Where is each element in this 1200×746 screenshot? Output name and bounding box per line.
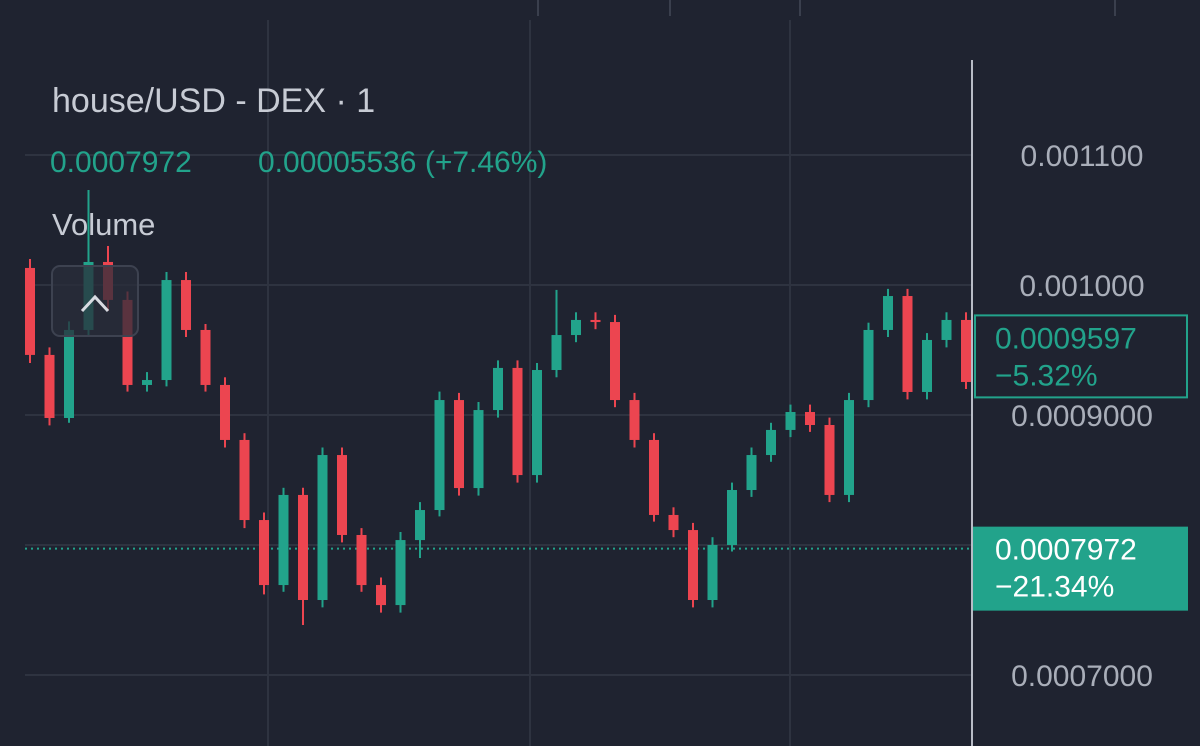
candle-body <box>610 322 620 401</box>
candle-body <box>239 439 250 521</box>
candle-body <box>122 299 133 385</box>
candle-body <box>356 534 367 586</box>
candle-body <box>532 370 542 476</box>
candle-body <box>785 412 796 430</box>
price-label-change: −5.32% <box>995 359 1098 392</box>
candle-body <box>688 530 698 600</box>
candle-body <box>64 329 74 418</box>
candle-body <box>415 510 425 541</box>
candle-body <box>863 329 874 401</box>
candle-body <box>668 514 679 531</box>
candle-body <box>317 455 328 600</box>
y-tick-label: 0.001000 <box>1019 270 1144 303</box>
candle-body <box>571 319 581 336</box>
candle-body <box>473 410 484 489</box>
candle-body <box>961 319 971 382</box>
candle-body <box>298 494 308 600</box>
candle-body <box>395 540 406 606</box>
candle-body <box>181 280 191 330</box>
candle-body <box>551 335 562 371</box>
price-change: 0.00005536 (+7.46%) <box>258 146 547 179</box>
candle-body <box>512 367 523 476</box>
candle-body <box>590 319 601 323</box>
collapse-button[interactable] <box>51 265 139 337</box>
candle-body <box>25 267 35 355</box>
candle-body <box>707 545 718 600</box>
y-tick-label: 0.001100 <box>1021 140 1144 173</box>
price-label-box <box>974 314 1188 399</box>
candle-body <box>44 354 55 418</box>
candle-body <box>220 384 230 440</box>
candle-body <box>376 585 386 606</box>
candle-body <box>902 296 913 392</box>
indicator-name: Volume <box>52 207 155 242</box>
candle-body <box>922 339 932 392</box>
toolbar-separators <box>537 0 1116 16</box>
candle-body <box>824 425 835 495</box>
candle-body <box>259 520 269 586</box>
symbol-title: house/USD - DEX · 1 <box>52 82 375 120</box>
candle-body <box>629 400 640 440</box>
candle-body <box>766 429 776 456</box>
candle-body <box>142 380 152 385</box>
candle-body <box>337 455 347 535</box>
last-price-change: −21.34% <box>995 571 1114 604</box>
y-tick-label: 0.0009000 <box>1011 400 1153 433</box>
candle-body <box>883 296 893 330</box>
candle-body <box>493 367 503 411</box>
price-label-value: 0.0009597 <box>995 322 1137 355</box>
candle-body <box>454 400 464 489</box>
candle-body <box>200 329 211 385</box>
last-price-box <box>973 526 1188 611</box>
candle-body <box>434 400 445 511</box>
candle-body <box>746 455 757 491</box>
candle-body <box>649 439 659 515</box>
y-tick-label: 0.0007000 <box>1011 660 1153 693</box>
last-price-value: 0.0007972 <box>995 534 1137 567</box>
candle-body <box>805 412 815 426</box>
candle-body <box>941 319 952 340</box>
candle-body <box>727 490 737 546</box>
last-price: 0.0007972 <box>50 146 192 179</box>
candle-body <box>161 280 172 381</box>
vertical-grid <box>267 20 791 746</box>
candle-body <box>278 494 289 586</box>
candle-body <box>844 400 854 495</box>
